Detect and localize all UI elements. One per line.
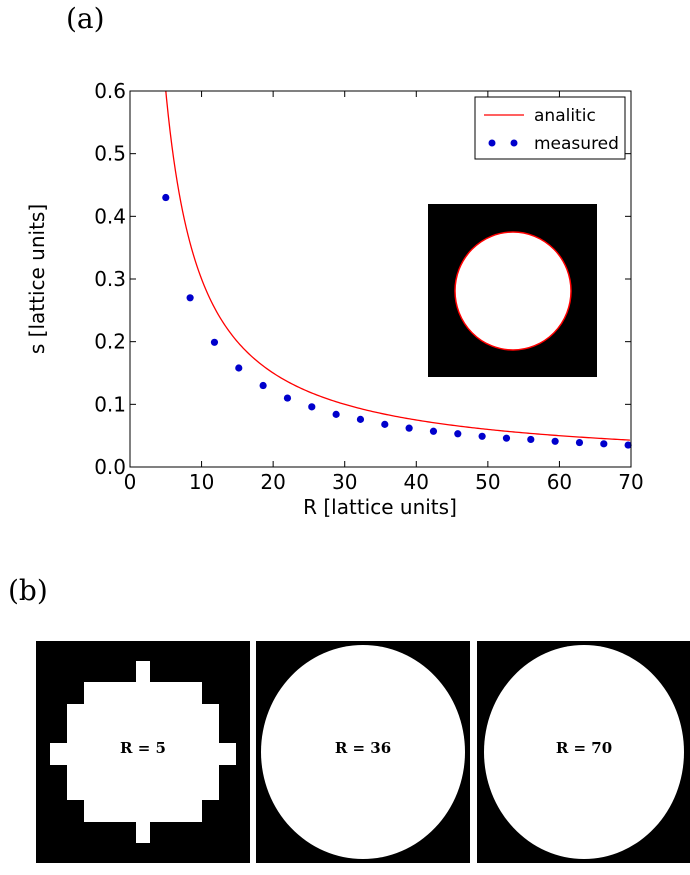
x-tick-label: 50 — [475, 470, 500, 494]
x-tick-label: 60 — [547, 470, 572, 494]
scatter-chart: 0 10 20 30 40 50 60 70 0.0 0.1 0.2 0.3 0.4 0.5 0.6 R [… — [25, 79, 644, 519]
y-tick-label: 0.1 — [94, 392, 126, 416]
measured-point — [429, 427, 438, 435]
measured-point — [527, 435, 535, 444]
panel-label-a: (a) — [66, 2, 105, 35]
thumbnail-r70: R = 70 — [477, 641, 690, 863]
measured-point — [502, 434, 511, 442]
measured-point — [283, 394, 292, 402]
measured-point — [381, 420, 389, 428]
y-axis-label: s [lattice units] — [25, 204, 49, 354]
measured-point — [624, 441, 632, 449]
measured-point — [356, 415, 365, 423]
panel-label-b: (b) — [8, 574, 48, 607]
circle-icon — [261, 645, 465, 859]
measured-point — [405, 424, 413, 432]
plot-area — [162, 91, 632, 449]
measured-point — [575, 438, 584, 447]
circle-inset-image — [428, 204, 597, 377]
circle-icon — [484, 645, 684, 859]
measured-point — [259, 381, 267, 390]
y-tick-label: 0.3 — [94, 267, 126, 291]
x-tick-label: 20 — [260, 470, 285, 494]
legend-entry-analitic: analitic — [534, 106, 596, 126]
thumbnail-r36: R = 36 — [256, 641, 470, 863]
y-tick-label: 0.0 — [94, 455, 126, 479]
measured-point — [235, 364, 243, 372]
axes: 0 10 20 30 40 50 60 70 0.0 0.1 0.2 0.3 0.4 0.5 0.6 — [94, 79, 644, 494]
measured-point — [332, 410, 340, 418]
x-tick-label: 30 — [332, 470, 357, 494]
legend: analitic measured — [474, 96, 626, 160]
y-tick-label: 0.2 — [94, 330, 126, 354]
measured-point — [454, 430, 462, 438]
pixel-circle-icon — [50, 661, 236, 843]
measured-point — [162, 193, 170, 202]
x-tick-label: 40 — [404, 470, 429, 494]
measured-point — [308, 403, 316, 411]
x-tick-label: 70 — [618, 470, 643, 494]
measured-point — [210, 338, 219, 346]
thumbnail-label: R = 70 — [555, 739, 613, 757]
measured-point — [478, 432, 486, 440]
measured-point — [551, 437, 559, 445]
analitic-curve — [165, 91, 630, 441]
legend-marker-swatch — [488, 139, 496, 147]
measured-point — [600, 440, 608, 448]
y-tick-label: 0.5 — [94, 142, 126, 166]
y-tick-label: 0.6 — [94, 79, 126, 103]
thumbnail-label: R = 36 — [334, 739, 392, 757]
legend-marker-swatch — [510, 139, 518, 147]
measured-point — [186, 294, 194, 302]
x-tick-label: 10 — [189, 470, 214, 494]
x-tick-label: 0 — [124, 470, 137, 494]
y-tick-label: 0.4 — [94, 204, 126, 228]
x-axis-label: R [lattice units] — [303, 495, 457, 519]
thumbnail-label: R = 5 — [120, 739, 166, 757]
thumbnail-r5: R = 5 — [36, 641, 250, 863]
legend-entry-measured: measured — [534, 134, 619, 154]
